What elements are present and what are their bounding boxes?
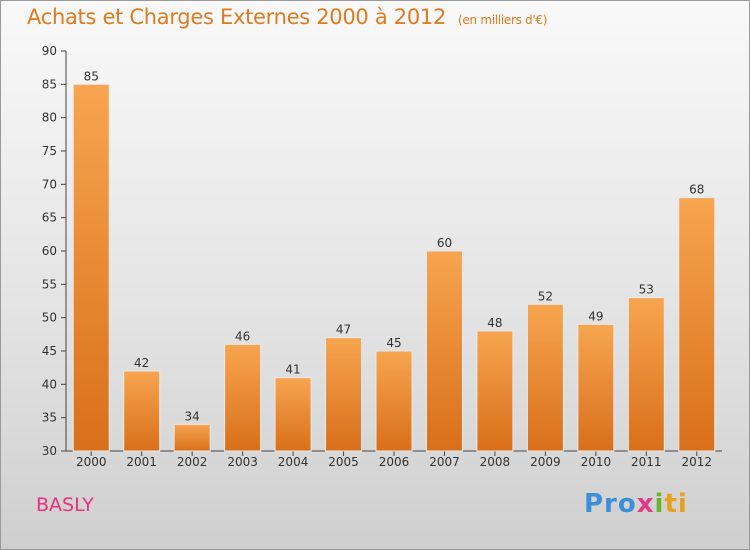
bar-2007 bbox=[425, 250, 463, 452]
x-tick-label: 2001 bbox=[126, 455, 157, 469]
logo-part-3: i bbox=[654, 489, 665, 519]
chart-unit: (en milliers d'€) bbox=[458, 13, 548, 27]
bar-2000 bbox=[72, 83, 110, 452]
chart-labels: 2000 85 2001 42 2002 34 2003 46 2004 41 2005 47 2006… bbox=[76, 69, 712, 469]
proxiti-logo: Proxiti bbox=[584, 489, 688, 519]
chart-title-text: Achats et Charges Externes 2000 à 2012 bbox=[27, 5, 447, 29]
x-tick-label: 2008 bbox=[480, 455, 511, 469]
x-tick-label: 2006 bbox=[379, 455, 410, 469]
x-tick-label: 2010 bbox=[581, 455, 612, 469]
y-tick-label: 70 bbox=[42, 177, 57, 191]
bar-2010 bbox=[577, 323, 615, 452]
y-tick-label: 45 bbox=[42, 344, 57, 358]
y-tick-label: 60 bbox=[42, 244, 57, 258]
logo-part-2: x bbox=[636, 489, 655, 519]
bar-2005 bbox=[325, 337, 363, 452]
logo-part-1: Pro bbox=[584, 489, 637, 519]
bar-2009 bbox=[526, 303, 564, 452]
x-tick-label: 2002 bbox=[177, 455, 208, 469]
y-tick-label: 85 bbox=[42, 77, 57, 91]
data-label: 41 bbox=[285, 363, 300, 377]
x-tick-label: 2005 bbox=[328, 455, 359, 469]
bar-2012 bbox=[678, 197, 716, 452]
data-label: 48 bbox=[487, 316, 502, 330]
data-label: 49 bbox=[588, 309, 603, 323]
data-label: 47 bbox=[336, 323, 351, 337]
data-label: 53 bbox=[639, 283, 654, 297]
town-name: BASLY bbox=[36, 494, 94, 516]
x-tick-label: 2009 bbox=[530, 455, 561, 469]
data-label: 68 bbox=[689, 183, 704, 197]
bar-2008 bbox=[476, 330, 514, 452]
data-label: 52 bbox=[538, 289, 553, 303]
y-tick-label: 80 bbox=[42, 111, 57, 125]
bar-2011 bbox=[627, 297, 665, 452]
x-tick-label: 2007 bbox=[429, 455, 460, 469]
y-tick-label: 90 bbox=[42, 44, 57, 58]
y-tick-label: 40 bbox=[42, 377, 57, 391]
y-tick-label: 35 bbox=[42, 411, 57, 425]
x-tick-label: 2004 bbox=[278, 455, 309, 469]
x-tick-label: 2000 bbox=[76, 455, 107, 469]
data-label: 45 bbox=[386, 336, 401, 350]
y-tick-label: 55 bbox=[42, 277, 57, 291]
data-label: 60 bbox=[437, 236, 452, 250]
bar-2006 bbox=[375, 350, 413, 452]
data-label: 34 bbox=[185, 409, 200, 423]
bar-2001 bbox=[123, 370, 161, 452]
data-label: 42 bbox=[134, 356, 149, 370]
y-tick-label: 65 bbox=[42, 211, 57, 225]
x-tick-label: 2012 bbox=[681, 455, 712, 469]
x-tick-label: 2011 bbox=[631, 455, 662, 469]
data-label: 46 bbox=[235, 329, 250, 343]
logo-part-4: ti bbox=[664, 489, 688, 519]
x-tick-label: 2003 bbox=[227, 455, 258, 469]
bar-2003 bbox=[224, 343, 262, 452]
y-tick-label: 30 bbox=[42, 444, 57, 458]
bar-2002 bbox=[173, 423, 211, 452]
bar-2004 bbox=[274, 377, 312, 452]
chart-bars bbox=[72, 83, 716, 452]
y-tick-label: 75 bbox=[42, 144, 57, 158]
chart-title: Achats et Charges Externes 2000 à 2012 (e… bbox=[27, 5, 547, 29]
data-label: 85 bbox=[84, 69, 99, 83]
y-tick-label: 50 bbox=[42, 311, 57, 325]
